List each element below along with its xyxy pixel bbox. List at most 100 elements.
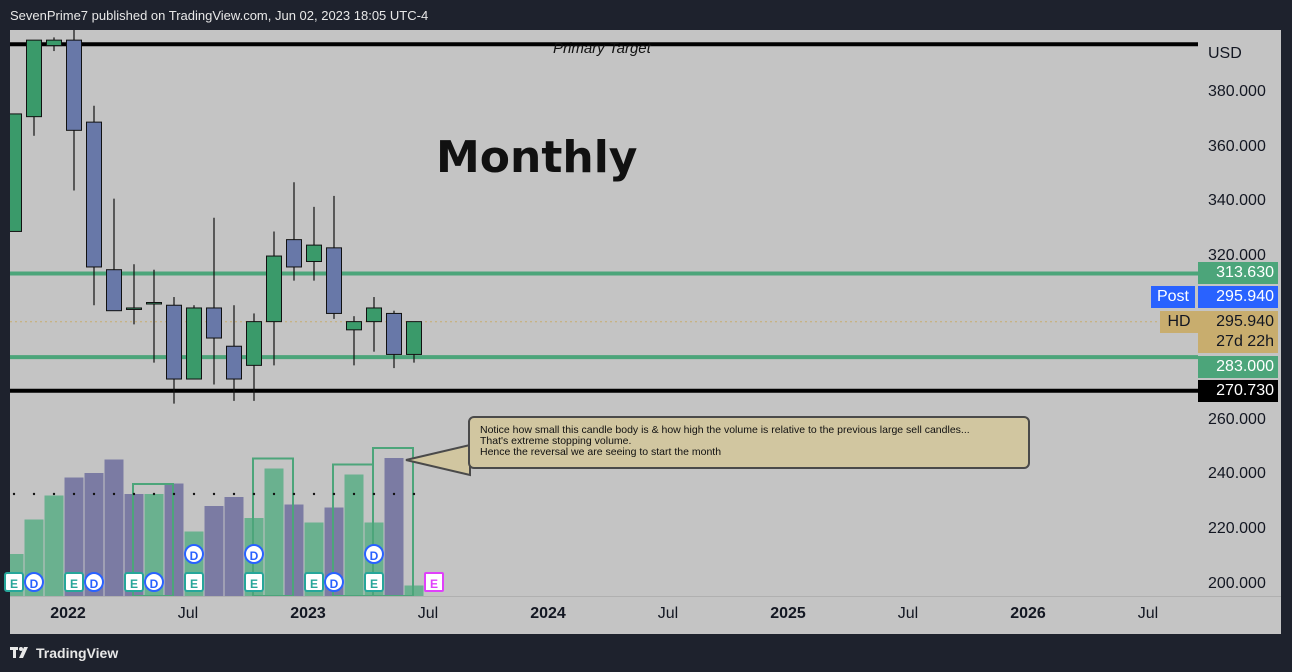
- candle-body: [266, 255, 282, 323]
- post-price-tag: 295.940: [1198, 286, 1278, 308]
- annotation-callout[interactable]: Notice how small this candle body is & h…: [468, 416, 1030, 469]
- volume-ma-dot: [332, 492, 336, 496]
- note-line: Notice how small this candle body is & h…: [480, 424, 970, 436]
- price-tick: 320.000: [1208, 247, 1266, 264]
- volume-highlight-box: [132, 483, 174, 596]
- earnings-event-marker[interactable]: E: [4, 572, 24, 592]
- earnings-event-marker[interactable]: E: [424, 572, 444, 592]
- countdown-tag: 27d 22h: [1198, 331, 1278, 353]
- chart-plot-area[interactable]: [10, 30, 1198, 596]
- time-tick: Jul: [177, 605, 199, 622]
- candle: [326, 195, 342, 319]
- earnings-event-marker[interactable]: E: [304, 572, 324, 592]
- time-tick: Jul: [417, 605, 439, 622]
- earnings-event-marker[interactable]: E: [184, 572, 204, 592]
- volume-ma-dot: [192, 492, 196, 496]
- candle-body: [10, 113, 22, 232]
- time-tick: 2025: [770, 605, 806, 622]
- candle: [406, 321, 422, 363]
- volume-ma-dot: [412, 492, 416, 496]
- dividend-event-marker[interactable]: D: [24, 572, 44, 592]
- volume-ma-dot: [212, 492, 216, 496]
- candle: [26, 39, 42, 136]
- candle-body: [226, 345, 242, 380]
- candlestick-chart: [10, 30, 1198, 596]
- note-line: Hence the reversal we are seeing to star…: [480, 446, 722, 458]
- volume-ma-dot: [392, 492, 396, 496]
- volume-bar: [224, 497, 244, 596]
- hd-price-tag: 295.940: [1198, 311, 1278, 333]
- upper-level-tag: 313.630: [1198, 262, 1278, 284]
- dividend-event-marker[interactable]: D: [244, 544, 264, 564]
- time-tick: Jul: [1137, 605, 1159, 622]
- volume-bar: [44, 495, 64, 596]
- volume-ma-dot: [132, 492, 136, 496]
- hd-label-tag: HD: [1160, 311, 1198, 333]
- volume-bar: [84, 473, 104, 596]
- price-tick: 380.000: [1208, 83, 1266, 100]
- time-tick: Jul: [897, 605, 919, 622]
- publisher-text: SevenPrime7 published on TradingView.com…: [10, 8, 429, 23]
- volume-bar: [384, 458, 404, 596]
- candle: [86, 105, 102, 306]
- price-tick: 340.000: [1208, 192, 1266, 209]
- candle-body: [306, 244, 322, 263]
- time-axis[interactable]: 2022 Jul 2023 Jul 2024 Jul 2025 Jul 2026…: [10, 596, 1281, 635]
- volume-ma-dot: [372, 492, 376, 496]
- candle-body: [386, 312, 402, 355]
- candle-body: [26, 39, 42, 118]
- time-tick: 2026: [1010, 605, 1046, 622]
- dividend-event-marker[interactable]: D: [184, 544, 204, 564]
- volume-ma-dot: [172, 492, 176, 496]
- volume-bar: [204, 506, 224, 596]
- volume-ma-dot: [292, 492, 296, 496]
- candle-body: [146, 302, 162, 305]
- candle-body: [406, 321, 422, 355]
- earnings-event-marker[interactable]: E: [364, 572, 384, 592]
- volume-ma-dot: [52, 492, 56, 496]
- time-tick: 2024: [530, 605, 566, 622]
- note-pointer: [405, 443, 471, 477]
- volume-bar: [344, 474, 364, 596]
- earnings-event-marker[interactable]: E: [124, 572, 144, 592]
- candle-body: [106, 269, 122, 312]
- dividend-event-marker[interactable]: D: [324, 572, 344, 592]
- post-label-tag: Post: [1151, 286, 1195, 308]
- candle: [266, 231, 282, 366]
- lower-level-tag: 283.000: [1198, 356, 1278, 378]
- chart-title-monthly: Monthly: [436, 132, 638, 183]
- volume-ma-dot: [112, 492, 116, 496]
- candle-body: [286, 239, 302, 268]
- candle: [166, 297, 182, 404]
- volume-ma-dot: [12, 492, 16, 496]
- volume-bar: [144, 494, 164, 596]
- dividend-event-marker[interactable]: D: [144, 572, 164, 592]
- level-lines-layer: [10, 42, 1198, 393]
- time-tick: 2022: [50, 605, 86, 622]
- candle: [46, 37, 62, 52]
- candle: [306, 206, 322, 281]
- tradingview-brand-label: TradingView: [36, 645, 119, 661]
- candle-body: [326, 247, 342, 314]
- volume-ma-dot: [72, 492, 76, 496]
- candle-body: [186, 307, 202, 380]
- price-tick: 240.000: [1208, 465, 1266, 482]
- earnings-event-marker[interactable]: E: [244, 572, 264, 592]
- volume-bar: [64, 477, 84, 596]
- dividend-event-marker[interactable]: D: [364, 544, 384, 564]
- tradingview-logo-icon: [10, 647, 28, 658]
- candle: [366, 297, 382, 352]
- candle-body: [246, 321, 262, 366]
- candle-body: [206, 307, 222, 339]
- dividend-event-marker[interactable]: D: [84, 572, 104, 592]
- candle: [186, 305, 202, 380]
- time-tick: 2023: [290, 605, 326, 622]
- candle: [246, 313, 262, 401]
- candle-body: [126, 307, 142, 310]
- price-tick: 360.000: [1208, 138, 1266, 155]
- volume-highlight-box: [252, 457, 294, 596]
- volume-bar: [104, 459, 124, 596]
- publish-header: SevenPrime7 published on TradingView.com…: [0, 0, 1292, 30]
- earnings-event-marker[interactable]: E: [64, 572, 84, 592]
- tradingview-brand[interactable]: TradingView: [10, 645, 118, 661]
